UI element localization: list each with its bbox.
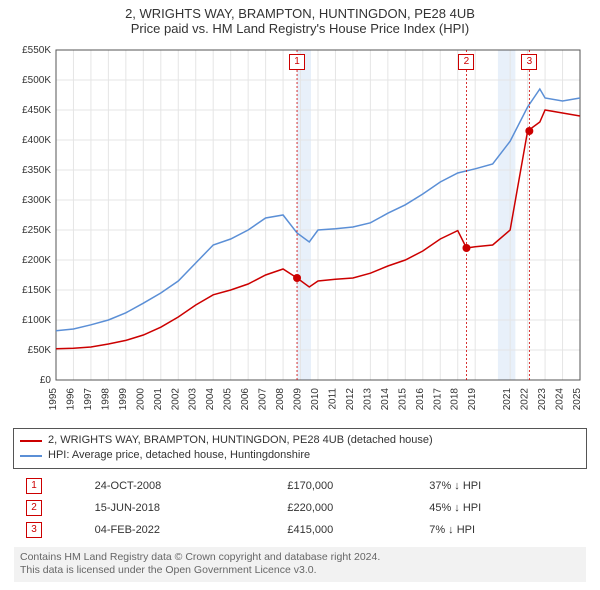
svg-text:2001: 2001	[153, 388, 164, 411]
footer-attribution: Contains HM Land Registry data © Crown c…	[14, 547, 586, 582]
svg-text:£400K: £400K	[22, 135, 51, 146]
svg-text:£500K: £500K	[22, 75, 51, 86]
sale-delta: 7% ↓ HPI	[423, 519, 580, 541]
footer-line: Contains HM Land Registry data © Crown c…	[20, 551, 580, 565]
svg-text:2009: 2009	[293, 388, 304, 411]
svg-text:2024: 2024	[555, 388, 566, 411]
legend-item: HPI: Average price, detached house, Hunt…	[20, 448, 580, 463]
svg-text:2021: 2021	[502, 388, 513, 411]
svg-text:£250K: £250K	[22, 225, 51, 236]
table-row: 2 15-JUN-2018 £220,000 45% ↓ HPI	[20, 497, 580, 519]
svg-text:£200K: £200K	[22, 255, 51, 266]
svg-text:2022: 2022	[520, 388, 531, 411]
title-line1: 2, WRIGHTS WAY, BRAMPTON, HUNTINGDON, PE…	[0, 6, 600, 21]
svg-text:2004: 2004	[205, 388, 216, 411]
legend-swatch	[20, 455, 42, 457]
sale-price: £220,000	[281, 497, 423, 519]
svg-text:£350K: £350K	[22, 165, 51, 176]
sale-price: £415,000	[281, 519, 423, 541]
sale-date: 04-FEB-2022	[89, 519, 282, 541]
sale-marker-icon: 3	[26, 522, 42, 538]
svg-text:2012: 2012	[345, 388, 356, 411]
svg-text:2017: 2017	[432, 388, 443, 411]
svg-text:2000: 2000	[135, 388, 146, 411]
legend-label: HPI: Average price, detached house, Hunt…	[48, 448, 310, 463]
svg-text:1995: 1995	[48, 388, 59, 411]
svg-text:2018: 2018	[450, 388, 461, 411]
svg-text:£450K: £450K	[22, 105, 51, 116]
price-chart: £0 £50K £100K £150K £200K £250K £300K £350K £400…	[10, 40, 590, 420]
legend: 2, WRIGHTS WAY, BRAMPTON, HUNTINGDON, PE…	[13, 428, 587, 469]
svg-text:1998: 1998	[100, 388, 111, 411]
svg-text:2011: 2011	[327, 388, 338, 410]
sale-marker-icon: 1	[26, 478, 42, 494]
svg-text:1996: 1996	[65, 388, 76, 411]
sale-marker-icon: 2	[26, 500, 42, 516]
svg-text:2015: 2015	[397, 388, 408, 411]
legend-item: 2, WRIGHTS WAY, BRAMPTON, HUNTINGDON, PE…	[20, 433, 580, 448]
svg-text:2005: 2005	[223, 388, 234, 411]
footer-line: This data is licensed under the Open Gov…	[20, 564, 580, 578]
svg-text:2010: 2010	[310, 388, 321, 411]
svg-text:1999: 1999	[118, 388, 129, 411]
svg-text:1997: 1997	[83, 388, 94, 411]
sale-date: 15-JUN-2018	[89, 497, 282, 519]
svg-text:2008: 2008	[275, 388, 286, 411]
svg-text:2007: 2007	[258, 388, 269, 411]
legend-swatch	[20, 440, 42, 442]
svg-text:£50K: £50K	[28, 345, 52, 356]
svg-text:2014: 2014	[380, 388, 391, 411]
table-row: 1 24-OCT-2008 £170,000 37% ↓ HPI	[20, 475, 580, 497]
svg-text:2023: 2023	[537, 388, 548, 411]
svg-text:2019: 2019	[467, 388, 478, 411]
chart-marker-label: 1	[289, 54, 305, 70]
svg-text:2006: 2006	[240, 388, 251, 411]
sale-date: 24-OCT-2008	[89, 475, 282, 497]
legend-label: 2, WRIGHTS WAY, BRAMPTON, HUNTINGDON, PE…	[48, 433, 433, 448]
svg-text:2002: 2002	[170, 388, 181, 411]
svg-text:2013: 2013	[362, 388, 373, 411]
chart-title: 2, WRIGHTS WAY, BRAMPTON, HUNTINGDON, PE…	[0, 6, 600, 36]
table-row: 3 04-FEB-2022 £415,000 7% ↓ HPI	[20, 519, 580, 541]
svg-text:£550K: £550K	[22, 45, 51, 56]
svg-text:£150K: £150K	[22, 285, 51, 296]
svg-text:2003: 2003	[188, 388, 199, 411]
svg-text:2025: 2025	[572, 388, 583, 411]
chart-marker-label: 3	[521, 54, 537, 70]
chart-container: £0 £50K £100K £150K £200K £250K £300K £350K £400…	[10, 40, 590, 420]
svg-text:£100K: £100K	[22, 315, 51, 326]
svg-text:2016: 2016	[415, 388, 426, 411]
svg-text:£0: £0	[40, 375, 52, 386]
svg-text:£300K: £300K	[22, 195, 51, 206]
chart-marker-label: 2	[458, 54, 474, 70]
sale-delta: 37% ↓ HPI	[423, 475, 580, 497]
title-line2: Price paid vs. HM Land Registry's House …	[0, 21, 600, 36]
sale-delta: 45% ↓ HPI	[423, 497, 580, 519]
sales-table: 1 24-OCT-2008 £170,000 37% ↓ HPI 2 15-JU…	[20, 475, 580, 541]
sale-price: £170,000	[281, 475, 423, 497]
